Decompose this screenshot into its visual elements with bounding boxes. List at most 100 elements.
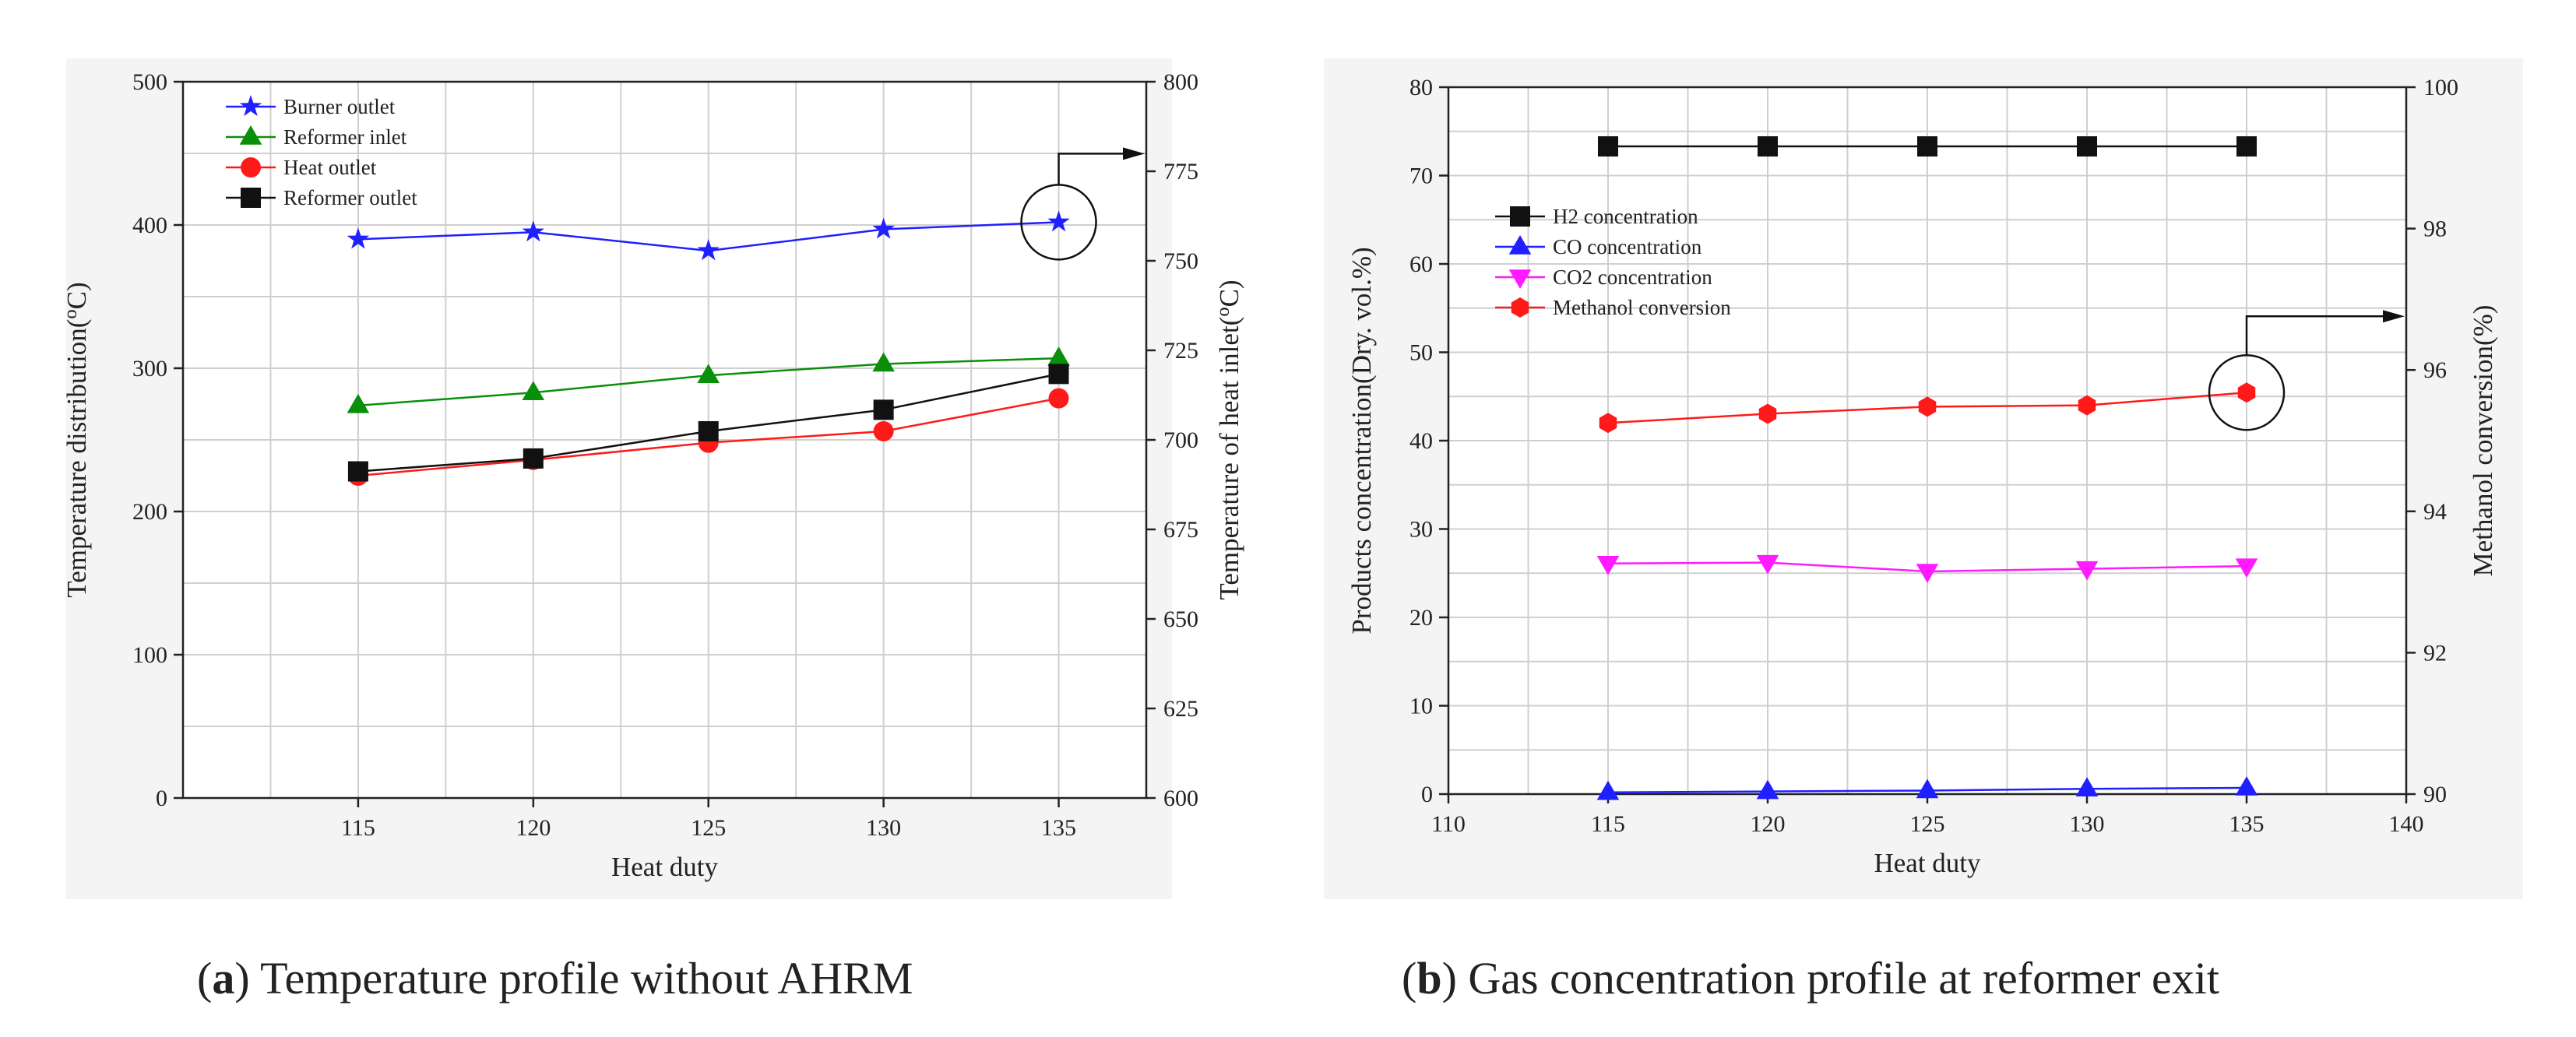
data-point [2075, 777, 2099, 796]
y-tick-label: 70 [1409, 163, 1433, 189]
x-tick-label: 140 [2389, 811, 2424, 837]
y2-tick-label: 96 [2423, 357, 2447, 383]
y2-tick-label: 775 [1163, 159, 1198, 185]
y-tick-label: 0 [1421, 782, 1433, 807]
y-axis-title: Products concentration(Dry. vol.%) [1346, 247, 1377, 634]
chart-b: 110 115 120 125 130 135 140 0 10 20 30 40 50 60 70 80 90… [1346, 75, 2498, 878]
chart-a: 115 120 125 130 135 0 100 200 300 400 500 600 625 650… [60, 69, 1244, 882]
y2-axis-title-unit: C) [1214, 279, 1244, 307]
y2-tick-label: 675 [1163, 517, 1198, 543]
data-point [1758, 403, 1777, 424]
caption-a-label: a [212, 953, 234, 1004]
data-point [697, 364, 720, 383]
y-tick-label: 20 [1409, 605, 1433, 631]
x-axis-title: Heat duty [611, 852, 719, 882]
y2-axis-title: Temperature of heat inlet(oC) [1212, 279, 1244, 599]
data-point [347, 461, 368, 482]
y2-tick-label: 700 [1163, 427, 1198, 453]
data-point [2235, 558, 2258, 578]
data-point [1758, 136, 1778, 157]
data-point [2236, 136, 2257, 157]
legend-marker [1508, 235, 1532, 255]
x-axis-title: Heat duty [1874, 848, 1981, 878]
legend-label: Methanol conversion [1553, 296, 1731, 319]
y-axis-title-degree-sup: o [60, 309, 81, 318]
legend-marker [241, 157, 261, 178]
y2-tick-label: 90 [2423, 782, 2447, 807]
legend-marker [1508, 269, 1532, 289]
y-tick-label: 50 [1409, 340, 1433, 366]
y-tick-label: 200 [132, 499, 167, 525]
legend-marker [241, 188, 261, 208]
y2-tick-label: 92 [2423, 640, 2447, 666]
x-tick-label: 120 [1751, 811, 1786, 837]
y2-tick-label: 750 [1163, 248, 1198, 274]
y2-axis-title: Methanol conversion(%) [2468, 305, 2498, 577]
data-point [1918, 396, 1937, 417]
legend-label: Reformer outlet [283, 186, 417, 209]
x-tick-label: 135 [1041, 815, 1076, 841]
data-point [697, 239, 720, 261]
data-point [522, 381, 545, 401]
data-point [872, 217, 895, 239]
data-point [1048, 364, 1069, 385]
data-point [873, 420, 894, 441]
x-tick-label: 110 [1431, 811, 1466, 837]
y-tick-label: 10 [1409, 694, 1433, 719]
x-tick-label: 130 [866, 815, 901, 841]
data-point [872, 352, 895, 372]
legend-marker [1511, 297, 1529, 318]
data-point [523, 448, 544, 469]
y-tick-label: 30 [1409, 517, 1433, 543]
data-point [1047, 210, 1070, 232]
legend-marker [239, 125, 262, 145]
data-point [1047, 346, 1070, 366]
x-tick-label: 115 [1591, 811, 1625, 837]
y-tick-label: 80 [1409, 75, 1433, 100]
data-point [1916, 564, 1939, 583]
data-point [2077, 136, 2097, 157]
legend-marker [239, 95, 262, 117]
legend-label: CO2 concentration [1553, 265, 1712, 289]
y-axis-title-part: Temperature distribution( [62, 319, 92, 598]
y-tick-label: 0 [156, 786, 167, 811]
y-tick-label: 60 [1409, 251, 1433, 277]
y2-tick-label: 100 [2423, 75, 2458, 100]
y-tick-label: 400 [132, 213, 167, 238]
data-point [698, 420, 719, 441]
legend-label: CO concentration [1553, 235, 1702, 258]
y-tick-label: 500 [132, 69, 167, 95]
data-point [1596, 780, 1620, 800]
annotation-arrow-line [1057, 153, 1123, 185]
y2-axis-title-degree-sup: o [1212, 307, 1233, 316]
data-point [1048, 388, 1069, 409]
y2-tick-label: 650 [1163, 606, 1198, 632]
caption-a-text: ) Temperature profile without AHRM [234, 953, 913, 1004]
y2-axis-title-part: Temperature of heat inlet( [1214, 317, 1244, 600]
y2-tick-label: 600 [1163, 786, 1198, 811]
data-point [1598, 136, 1618, 157]
legend-label: Burner outlet [283, 95, 396, 118]
y2-tick-label: 625 [1163, 696, 1198, 722]
data-point [1599, 413, 1617, 434]
data-point [522, 220, 545, 242]
y2-tick-label: 725 [1163, 338, 1198, 364]
data-point [2075, 561, 2099, 581]
y2-tick-label: 94 [2423, 499, 2447, 525]
data-point [2078, 395, 2096, 416]
annotation-arrow-line [2245, 315, 2383, 356]
y-tick-label: 300 [132, 356, 167, 381]
x-tick-label: 135 [2229, 811, 2265, 837]
caption-a: (a) Temperature profile without AHRM [197, 953, 913, 1004]
data-point [1916, 779, 1939, 799]
legend-label: Heat outlet [283, 156, 377, 179]
x-tick-label: 125 [1910, 811, 1945, 837]
x-tick-label: 125 [691, 815, 726, 841]
data-point [1756, 554, 1779, 575]
caption-b-label: b [1416, 953, 1441, 1004]
annotation-arrowhead [1123, 147, 1145, 160]
data-point [1756, 779, 1779, 800]
data-point [347, 393, 370, 413]
y-tick-label: 100 [132, 642, 167, 668]
